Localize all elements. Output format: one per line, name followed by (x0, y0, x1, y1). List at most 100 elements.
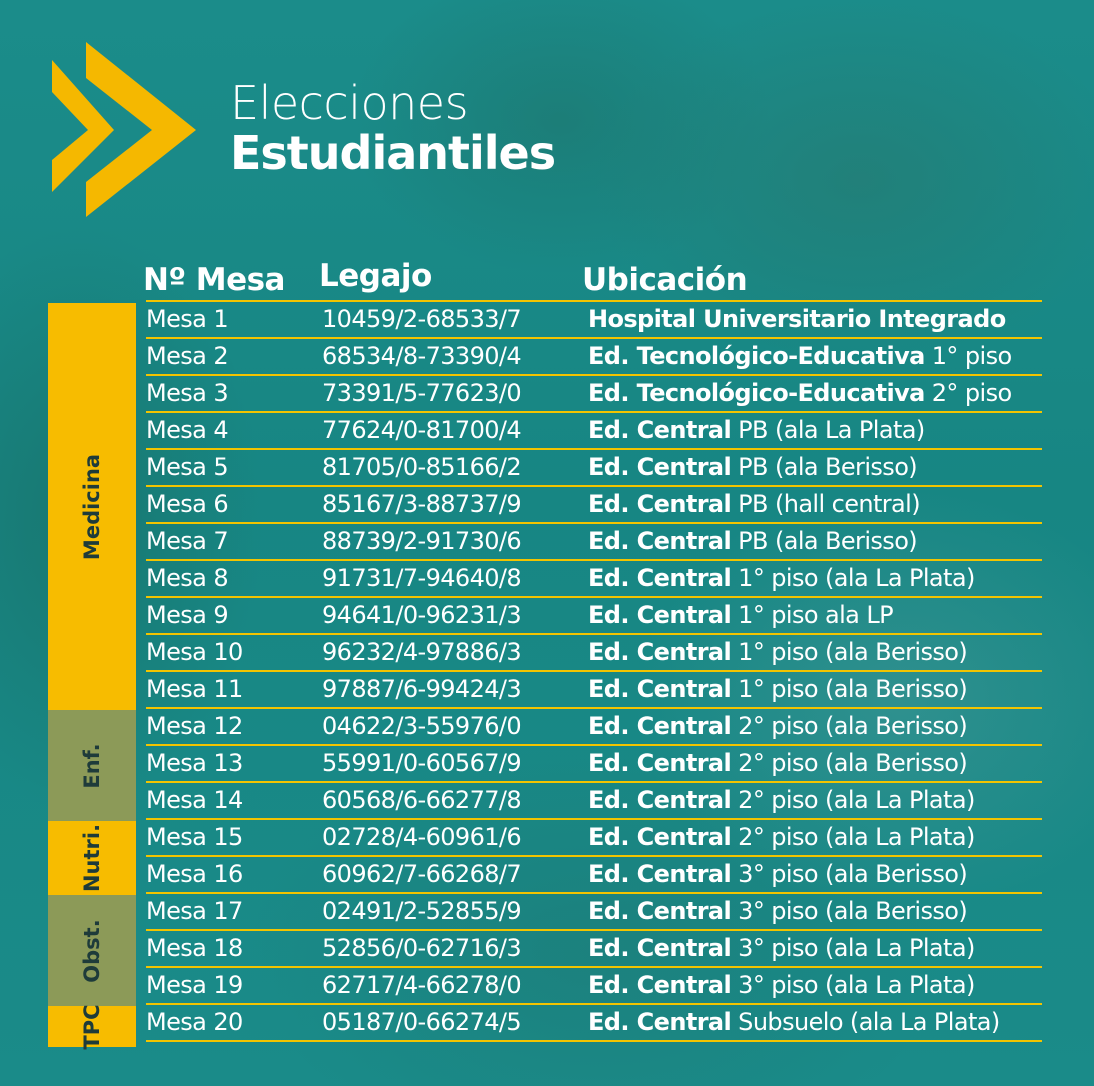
ubicacion-cell: Ed. Central 1° piso ala LP (588, 600, 894, 630)
ubicacion-detail: 2° piso (ala Berisso) (731, 712, 968, 740)
legajo-cell: 96232/4-97886/3 (322, 638, 522, 666)
row-divider (146, 337, 1042, 339)
ubicacion-building: Ed. Central (588, 786, 732, 814)
legajo-cell: 10459/2-68533/7 (322, 305, 522, 333)
mesa-cell: Mesa 15 (146, 823, 243, 851)
ubicacion-cell: Ed. Central PB (ala Berisso) (588, 452, 918, 482)
ubicacion-building: Ed. Central (588, 638, 732, 666)
ubicacion-detail: PB (hall central) (731, 490, 920, 518)
ubicacion-building: Ed. Central (588, 971, 732, 999)
ubicacion-detail: 3° piso (ala La Plata) (731, 934, 975, 962)
ubicacion-detail: Subsuelo (ala La Plata) (731, 1008, 1000, 1036)
row-divider (146, 300, 1042, 302)
mesa-cell: Mesa 4 (146, 416, 229, 444)
row-divider (146, 374, 1042, 376)
ubicacion-detail: 2° piso (924, 379, 1012, 407)
ubicacion-building: Ed. Central (588, 453, 732, 481)
row-divider (146, 781, 1042, 783)
row-divider (146, 966, 1042, 968)
page-title: Elecciones Estudiantiles (230, 76, 556, 180)
sidebar-segment-medicina: Medicina (48, 303, 136, 710)
ubicacion-cell: Ed. Central 2° piso (ala La Plata) (588, 822, 975, 852)
ubicacion-cell: Ed. Central 2° piso (ala Berisso) (588, 748, 968, 778)
mesa-cell: Mesa 20 (146, 1008, 243, 1036)
ubicacion-cell: Ed. Central PB (ala La Plata) (588, 415, 925, 445)
ubicacion-building: Ed. Central (588, 897, 732, 925)
legajo-cell: 62717/4-66278/0 (322, 971, 522, 999)
ubicacion-cell: Ed. Central PB (hall central) (588, 489, 921, 519)
mesa-cell: Mesa 13 (146, 749, 243, 777)
legajo-cell: 04622/3-55976/0 (322, 712, 522, 740)
legajo-cell: 88739/2-91730/6 (322, 527, 522, 555)
legajo-cell: 60962/7-66268/7 (322, 860, 522, 888)
ubicacion-cell: Hospital Universitario Integrado (588, 304, 1006, 334)
mesa-cell: Mesa 16 (146, 860, 243, 888)
ubicacion-building: Ed. Central (588, 601, 732, 629)
mesa-cell: Mesa 3 (146, 379, 229, 407)
mesa-cell: Mesa 12 (146, 712, 243, 740)
ubicacion-cell: Ed. Central Subsuelo (ala La Plata) (588, 1007, 1000, 1037)
ubicacion-building: Ed. Central (588, 823, 732, 851)
sidebar-segment-enf: Enf. (48, 710, 136, 821)
mesa-cell: Mesa 5 (146, 453, 229, 481)
row-divider (146, 448, 1042, 450)
ubicacion-building: Ed. Central (588, 712, 732, 740)
legajo-cell: 60568/6-66277/8 (322, 786, 522, 814)
ubicacion-cell: Ed. Central 1° piso (ala La Plata) (588, 563, 975, 593)
row-divider (146, 892, 1042, 894)
ubicacion-building: Ed. Central (588, 490, 732, 518)
sidebar-segment-obst: Obst. (48, 895, 136, 1006)
mesa-cell: Mesa 10 (146, 638, 243, 666)
header-mesa: Nº Mesa (143, 262, 285, 298)
ubicacion-detail: 2° piso (ala Berisso) (731, 749, 968, 777)
legajo-cell: 68534/8-73390/4 (322, 342, 522, 370)
legajo-cell: 05187/0-66274/5 (322, 1008, 522, 1036)
row-divider (146, 411, 1042, 413)
ubicacion-cell: Ed. Central 1° piso (ala Berisso) (588, 674, 968, 704)
row-divider (146, 707, 1042, 709)
ubicacion-building: Ed. Central (588, 564, 732, 592)
ubicacion-detail: 1° piso (ala La Plata) (731, 564, 975, 592)
ubicacion-building: Ed. Central (588, 675, 732, 703)
row-divider (146, 744, 1042, 746)
legajo-cell: 81705/0-85166/2 (322, 453, 522, 481)
sidebar-segment-label: Enf. (80, 742, 104, 789)
legajo-cell: 91731/7-94640/8 (322, 564, 522, 592)
sidebar-segment-tpc: TPC (48, 1003, 136, 1050)
ubicacion-detail: 3° piso (ala Berisso) (731, 860, 968, 888)
ubicacion-building: Ed. Tecnológico-Educativa (588, 342, 925, 370)
ubicacion-cell: Ed. Central 2° piso (ala Berisso) (588, 711, 968, 741)
legajo-cell: 85167/3-88737/9 (322, 490, 522, 518)
row-divider (146, 818, 1042, 820)
title-line-2: Estudiantiles (230, 126, 556, 180)
ubicacion-detail: 1° piso ala LP (731, 601, 893, 629)
row-divider (146, 596, 1042, 598)
ubicacion-cell: Ed. Tecnológico-Educativa 1° piso (588, 341, 1012, 371)
ubicacion-building: Hospital Universitario Integrado (588, 305, 1006, 333)
header-ubicacion: Ubicación (582, 262, 748, 298)
mesa-cell: Mesa 14 (146, 786, 243, 814)
ubicacion-cell: Ed. Central 3° piso (ala Berisso) (588, 896, 968, 926)
row-divider (146, 1003, 1042, 1005)
row-divider (146, 522, 1042, 524)
ubicacion-cell: Ed. Central 2° piso (ala La Plata) (588, 785, 975, 815)
row-divider (146, 559, 1042, 561)
row-divider (146, 1040, 1042, 1042)
legajo-cell: 55991/0-60567/9 (322, 749, 522, 777)
ubicacion-cell: Ed. Central 3° piso (ala Berisso) (588, 859, 968, 889)
mesa-cell: Mesa 11 (146, 675, 243, 703)
ubicacion-detail: 1° piso (ala Berisso) (731, 638, 968, 666)
ubicacion-detail: 2° piso (ala La Plata) (731, 786, 975, 814)
ubicacion-cell: Ed. Central PB (ala Berisso) (588, 526, 918, 556)
title-line-1: Elecciones (230, 76, 469, 130)
legajo-cell: 73391/5-77623/0 (322, 379, 522, 407)
sidebar-segment-label: TPC (80, 1003, 104, 1050)
ubicacion-cell: Ed. Central 3° piso (ala La Plata) (588, 933, 975, 963)
row-divider (146, 929, 1042, 931)
row-divider (146, 485, 1042, 487)
ubicacion-detail: 1° piso (924, 342, 1012, 370)
ubicacion-building: Ed. Central (588, 860, 732, 888)
legajo-cell: 02728/4-60961/6 (322, 823, 522, 851)
mesa-cell: Mesa 17 (146, 897, 243, 925)
mesa-cell: Mesa 2 (146, 342, 229, 370)
